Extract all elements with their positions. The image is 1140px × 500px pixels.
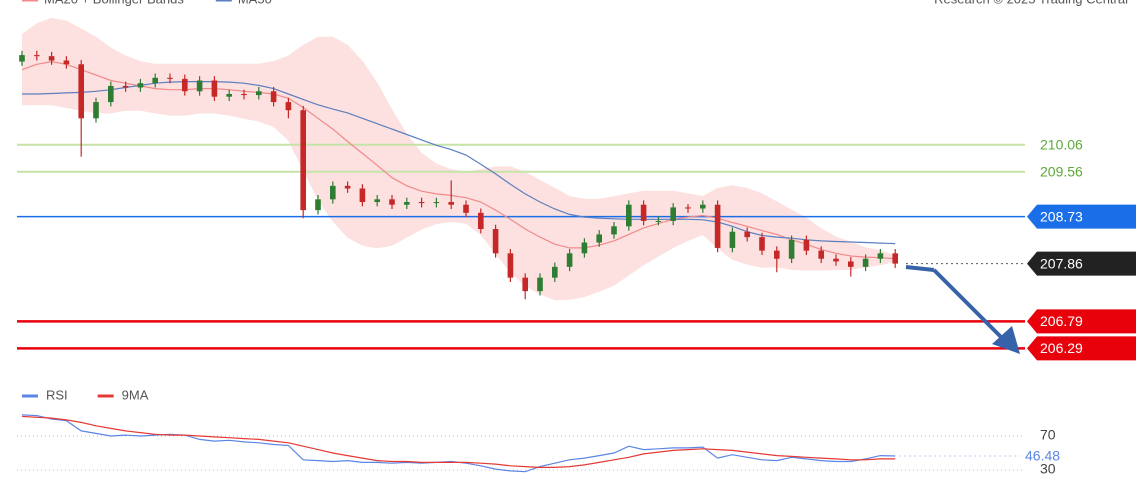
- arrow-start: [905, 265, 935, 272]
- candle-body: [152, 77, 158, 84]
- candle-body: [241, 93, 247, 96]
- candle-body: [552, 266, 558, 278]
- level-label: 209.56: [1040, 163, 1083, 179]
- candle-body: [359, 188, 366, 203]
- legend-label: 9MA: [122, 387, 149, 402]
- candle-body: [285, 102, 292, 111]
- candle-body: [744, 231, 750, 238]
- level-badge: [1027, 336, 1136, 361]
- candle-body: [463, 204, 469, 213]
- credit: Research © 2025 Trading Central: [934, 0, 1128, 6]
- candle-body: [374, 199, 380, 203]
- level-label: 206.29: [1040, 340, 1083, 356]
- candle-body: [315, 199, 321, 211]
- candle-body: [714, 204, 721, 248]
- forecast-arrow: [905, 265, 1020, 354]
- candle-body: [418, 202, 425, 204]
- candle-body: [256, 91, 262, 96]
- candle-body: [137, 83, 144, 88]
- candle-body: [478, 212, 484, 230]
- bollinger-band: [22, 18, 896, 300]
- candle-body: [848, 261, 854, 267]
- candle-body: [655, 220, 662, 222]
- y-tick-label: 30: [1040, 461, 1056, 477]
- candle-body: [626, 204, 632, 227]
- candle-body: [448, 202, 454, 205]
- candle-body: [196, 80, 203, 92]
- moving-average: [21, 60, 896, 260]
- candle-body: [492, 229, 499, 254]
- candle-body: [581, 242, 588, 254]
- level-label: 210.06: [1040, 136, 1083, 152]
- level-label: 207.86: [1040, 255, 1083, 271]
- candle-body: [300, 110, 306, 211]
- level-badge: [1027, 204, 1136, 229]
- price-panel: 210.06 209.56 208.73 207.86 206.79 206.29 MA20…: [17, 0, 1136, 361]
- candle-body: [818, 250, 824, 259]
- candle-body: [566, 253, 573, 267]
- candle-body: [344, 185, 351, 189]
- candle-body: [892, 253, 898, 264]
- candle-body: [522, 277, 528, 292]
- candle-body: [670, 207, 676, 221]
- candle-body: [685, 207, 691, 209]
- candle-body: [803, 239, 810, 251]
- candle-body: [330, 185, 336, 200]
- candle-body: [108, 85, 114, 103]
- candle-body: [34, 55, 40, 57]
- candle-body: [167, 77, 173, 79]
- candle-body: [182, 78, 188, 92]
- candle-body: [788, 239, 795, 259]
- level-label: 208.73: [1040, 208, 1083, 224]
- candle-body: [270, 91, 277, 103]
- candle-body: [389, 199, 395, 205]
- last-value-label: 46.48: [1025, 448, 1060, 464]
- band-lower: [22, 104, 896, 301]
- candle-body: [19, 55, 25, 62]
- candle-body: [122, 85, 129, 88]
- candle-body: [611, 226, 617, 235]
- arrow-shaft: [932, 268, 1006, 342]
- candle-body: [226, 93, 232, 97]
- level-badge: [1027, 309, 1136, 334]
- candle-body: [729, 231, 736, 248]
- level-label: 206.79: [1040, 313, 1083, 329]
- candle-body: [93, 102, 99, 119]
- indicator-line: [21, 415, 896, 468]
- candle-body: [507, 253, 514, 278]
- candle-body: [48, 56, 55, 61]
- candle-body: [700, 204, 706, 209]
- candle-body: [63, 60, 70, 65]
- candle-body: [404, 202, 410, 205]
- legend-label: MA50: [238, 0, 272, 6]
- candle-body: [596, 234, 602, 243]
- candle-body: [774, 250, 780, 259]
- candle-body: [537, 277, 543, 292]
- candle-body: [211, 80, 218, 97]
- arrow-head: [992, 326, 1020, 354]
- level-badge: [1027, 251, 1136, 276]
- candle-body: [78, 64, 84, 119]
- candle-body: [640, 204, 647, 221]
- candle-body: [877, 253, 884, 259]
- candle-body: [433, 202, 440, 204]
- legend-label: MA20 + Bollinger Bands: [44, 0, 184, 6]
- candle-body: [862, 258, 869, 267]
- y-tick-label: 70: [1040, 427, 1056, 443]
- legend-label: RSI: [46, 387, 68, 402]
- candle-body: [759, 237, 765, 251]
- candle-body: [833, 258, 839, 262]
